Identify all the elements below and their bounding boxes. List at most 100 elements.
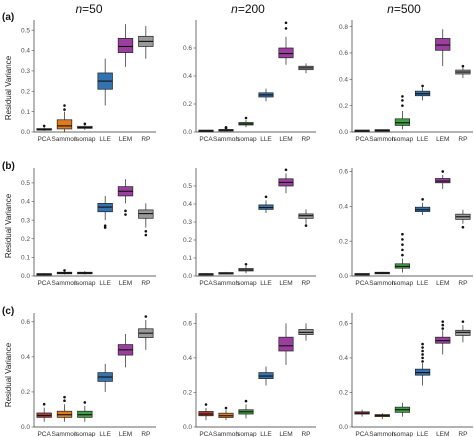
box-pca <box>354 409 370 417</box>
x-tick-label: LEM <box>279 280 292 287</box>
y-axis-label-b: Residual Variance <box>4 193 13 258</box>
box-rp <box>138 203 154 237</box>
y-tick-label: 0.2 <box>339 238 348 245</box>
x-tick-label: Isomap <box>392 136 414 143</box>
box-isomap <box>238 399 254 419</box>
y-tick-label: 0.2 <box>339 390 348 397</box>
box-lem <box>117 334 134 368</box>
x-tick-label: RP <box>141 431 150 437</box>
x-tick-label: PCA <box>355 431 369 437</box>
x-tick-label: PCA <box>37 136 51 143</box>
box-isomap <box>77 122 93 130</box>
box-isomap <box>394 232 411 273</box>
column-titles: n=50 n=200 n=500 <box>75 2 421 16</box>
y-tick-label: 0.0 <box>21 129 30 136</box>
outlier-point <box>421 346 424 349</box>
box-lle <box>414 342 431 386</box>
y-tick-label: 0.3 <box>21 217 30 224</box>
outlier-point <box>284 27 288 30</box>
x-tick-label: LLE <box>99 280 111 287</box>
outlier-point <box>144 315 148 318</box>
box-lle <box>258 195 274 213</box>
x-tick-label: PCA <box>355 280 369 287</box>
x-tick-label: Isomap <box>74 136 96 143</box>
x-tick-label: RP <box>301 280 310 287</box>
x-tick-label: LLE <box>99 431 111 437</box>
y-tick-label: 0.2 <box>21 236 30 243</box>
box-rp <box>455 320 471 343</box>
panel-background <box>196 313 316 427</box>
y-axis-label-a: Residual Variance <box>4 55 13 120</box>
box-lle <box>97 195 113 229</box>
x-tick-label: LEM <box>119 136 132 143</box>
x-tick-label: PCA <box>37 431 51 437</box>
outlier-point <box>144 230 148 233</box>
y-tick-label: 0.2 <box>339 103 348 110</box>
box-isomap <box>394 95 411 130</box>
box-lem <box>278 21 294 65</box>
x-tick-label: Sammon <box>369 280 395 287</box>
box-isomap <box>77 401 93 422</box>
panel-background <box>34 20 156 132</box>
outlier-point <box>284 168 288 172</box>
x-tick-label: LEM <box>279 431 292 437</box>
y-tick-label: 0.3 <box>21 68 30 75</box>
x-tick-label: Isomap <box>392 431 414 437</box>
box-sammon <box>56 395 73 422</box>
box-body <box>394 118 411 126</box>
y-tick-label: 0.3 <box>183 219 192 226</box>
y-tick-label: 0.0 <box>21 273 30 280</box>
x-tick-label: RP <box>141 280 150 287</box>
outlier-point <box>224 125 228 129</box>
x-tick-label: Isomap <box>392 280 414 287</box>
outlier-point <box>401 232 404 236</box>
y-tick-label: 0.5 <box>183 183 192 190</box>
y-tick-label: 0.4 <box>339 76 348 83</box>
x-tick-label: Isomap <box>74 431 96 437</box>
box-sammon <box>56 104 73 132</box>
box-isomap <box>394 402 411 417</box>
outlier-point <box>42 124 46 128</box>
box-lem <box>435 29 451 67</box>
row-label-c: (c) <box>2 306 14 317</box>
outlier-point <box>401 243 404 246</box>
box-sammon <box>374 413 390 420</box>
outlier-point <box>441 170 445 173</box>
outlier-point <box>441 327 445 330</box>
x-tick-label: Sammon <box>51 136 77 143</box>
box-isomap <box>238 116 254 128</box>
x-tick-label: Isomap <box>235 431 257 437</box>
y-tick-label: 0.0 <box>339 273 348 280</box>
y-tick-label: 0.0 <box>339 129 348 136</box>
panel-background <box>34 313 156 427</box>
y-tick-label: 0.1 <box>183 255 192 262</box>
outlier-point <box>144 233 148 237</box>
box-sammon <box>218 406 234 421</box>
box-pca <box>354 129 370 132</box>
box-sammon <box>218 125 234 132</box>
y-tick-label: 0.0 <box>183 424 192 431</box>
x-tick-label: Sammon <box>51 431 77 437</box>
y-tick-label: 0.4 <box>339 355 348 362</box>
x-tick-label: PCA <box>355 136 369 143</box>
outlier-point <box>401 253 404 257</box>
outlier-point <box>224 406 228 410</box>
x-tick-label: LLE <box>260 136 272 143</box>
outlier-point <box>401 95 404 98</box>
y-axis-labels: Residual Variance Residual Variance Resi… <box>4 55 13 407</box>
x-tick-label: RP <box>141 136 150 143</box>
y-tick-label: 0.4 <box>183 73 192 80</box>
outlier-point <box>421 353 424 356</box>
x-tick-label: LEM <box>119 431 132 437</box>
panel-background <box>196 20 316 132</box>
x-tick-label: LLE <box>417 136 429 143</box>
outlier-point <box>42 402 46 406</box>
box-pca <box>354 273 370 276</box>
outlier-point <box>401 238 404 241</box>
box-rp <box>455 64 471 78</box>
outlier-point <box>461 320 465 323</box>
outlier-point <box>83 122 87 126</box>
x-tick-label: LEM <box>436 431 449 437</box>
